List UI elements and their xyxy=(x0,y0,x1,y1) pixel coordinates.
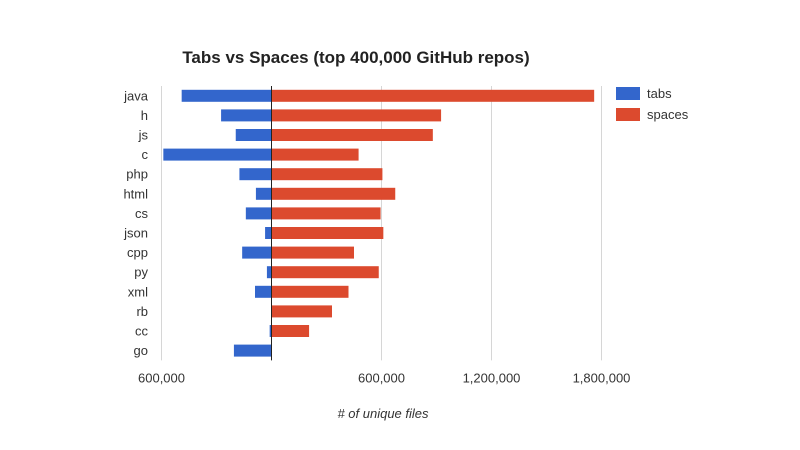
category-label: rb xyxy=(136,304,148,319)
bar-spaces-rb xyxy=(271,305,332,318)
bar-tabs-cc xyxy=(269,325,272,337)
x-tick-labels: 600,000 600,000 1,200,000 1,800,000 xyxy=(138,370,630,385)
category-label: go xyxy=(134,343,148,358)
bar-spaces-cpp xyxy=(271,246,354,259)
legend-swatch-tabs xyxy=(616,87,640,100)
bar-spaces-c xyxy=(271,148,359,161)
legend-label-tabs: tabs xyxy=(647,86,672,101)
bar-spaces-cs xyxy=(271,207,381,220)
bar-tabs-h xyxy=(221,109,272,122)
chart-title: Tabs vs Spaces (top 400,000 GitHub repos… xyxy=(182,48,529,67)
x-tick-label: 600,000 xyxy=(358,370,405,385)
category-labels: java h js c php html cs json cpp py xml rb cc go xyxy=(123,88,149,358)
bars xyxy=(163,86,595,361)
bar-spaces-py xyxy=(271,266,379,279)
bar-spaces-java xyxy=(271,89,595,102)
bar-spaces-js xyxy=(271,129,433,141)
category-label: html xyxy=(123,186,148,201)
bar-spaces-cc xyxy=(271,325,310,337)
category-label: h xyxy=(141,108,148,123)
bar-tabs-xml xyxy=(255,285,272,298)
category-label: c xyxy=(142,147,149,162)
bar-tabs-cpp xyxy=(242,246,272,259)
bar-tabs-json xyxy=(265,227,272,239)
legend-swatch-spaces xyxy=(616,108,640,121)
bar-spaces-php xyxy=(271,168,383,181)
x-tick-label: 600,000 xyxy=(138,370,185,385)
bar-tabs-cs xyxy=(245,207,272,220)
bar-spaces-xml xyxy=(271,285,349,298)
category-label: cs xyxy=(135,206,149,221)
bar-spaces-json xyxy=(271,227,384,239)
bar-tabs-py xyxy=(266,266,272,279)
bar-tabs-js xyxy=(235,129,272,141)
bar-tabs-java xyxy=(181,89,272,102)
bar-spaces-h xyxy=(271,109,442,122)
x-axis-title: # of unique files xyxy=(337,406,429,421)
legend: tabs spaces xyxy=(616,86,689,122)
category-label: xml xyxy=(128,284,148,299)
x-tick-label: 1,800,000 xyxy=(573,370,631,385)
category-label: cc xyxy=(135,324,149,339)
category-label: php xyxy=(126,167,148,182)
bar-tabs-html xyxy=(255,187,272,200)
bar-tabs-php xyxy=(239,168,272,181)
legend-label-spaces: spaces xyxy=(647,107,689,122)
grid-lines xyxy=(161,86,602,361)
category-label: java xyxy=(123,88,149,103)
category-label: json xyxy=(123,226,148,241)
x-tick-label: 1,200,000 xyxy=(463,370,521,385)
bar-tabs-go xyxy=(233,344,272,357)
bar-tabs-c xyxy=(163,148,272,161)
category-label: py xyxy=(134,265,148,280)
bar-spaces-html xyxy=(271,187,396,200)
category-label: js xyxy=(138,128,149,143)
category-label: cpp xyxy=(127,245,148,260)
